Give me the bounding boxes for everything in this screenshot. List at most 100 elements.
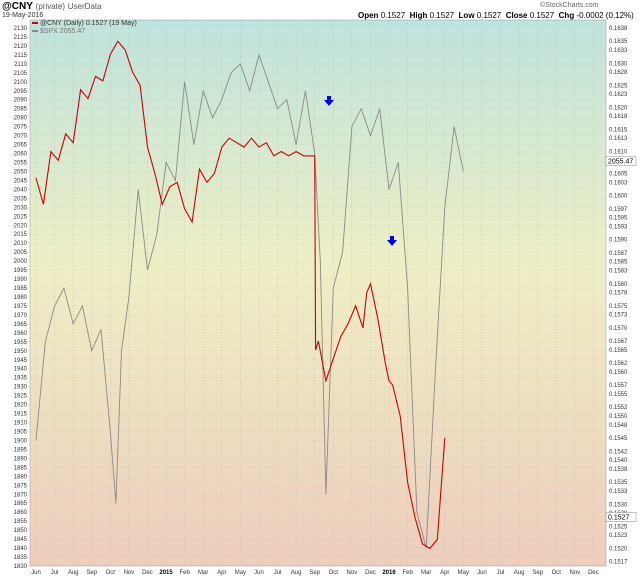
right-tick-label: 0.1567 (609, 339, 628, 345)
last-value-labels: 2055.47 0.1527 (605, 156, 637, 522)
right-tick-label: 0.1613 (609, 136, 628, 142)
right-tick-label: 0.1533 (609, 489, 628, 495)
right-tick-label: 0.1628 (609, 70, 628, 76)
high-label: High (409, 11, 428, 20)
right-tick-label: 0.1593 (609, 224, 628, 230)
left-tick-label: 1900 (14, 438, 28, 444)
left-tick-label: 2090 (14, 98, 28, 104)
right-tick-label: 0.1580 (609, 282, 628, 288)
cny-last-value-text: 0.1527 (608, 514, 630, 521)
right-tick-label: 0.1570 (609, 326, 628, 332)
x-tick-label: Mar (421, 570, 431, 576)
left-tick-label: 2095 (14, 89, 28, 95)
left-tick-label: 1880 (14, 474, 28, 480)
x-tick-label: Dec (588, 570, 599, 576)
left-tick-label: 2030 (14, 205, 28, 211)
x-tick-label: Dec (142, 570, 153, 576)
right-tick-label: 0.1578 (609, 291, 628, 297)
right-tick-label: 0.1525 (609, 524, 628, 530)
right-tick-label: 0.1552 (609, 405, 628, 411)
left-tick-label: 1890 (14, 456, 28, 462)
left-tick-label: 1840 (14, 546, 28, 552)
left-tick-label: 2080 (14, 116, 28, 122)
right-tick-label: 0.1565 (609, 348, 628, 354)
left-tick-label: 1995 (14, 268, 28, 274)
open-label: Open (358, 11, 379, 20)
left-tick-label: 2070 (14, 134, 28, 140)
cny-last-value: 0.1527 (605, 512, 637, 522)
left-tick-label: 1895 (14, 447, 28, 453)
x-axis: Jun Jul Aug Sep Oct Nov Dec 2015 Feb Mar Apr May Jun… (31, 570, 599, 576)
x-tick-label: 2016 (382, 570, 396, 576)
x-tick-label: Jul (51, 570, 59, 576)
chg-label: Chg (558, 11, 575, 20)
left-tick-label: 2055 (14, 161, 28, 167)
chart-title: @CNY (private) UserData (2, 1, 102, 12)
right-tick-label: 0.1633 (609, 48, 628, 54)
chg-value: -0.0002 (0.12%) (576, 11, 634, 20)
right-tick-label: 0.1595 (609, 216, 628, 222)
legend-cny: @CNY (Daily) 0.1527 (19 May) (32, 20, 137, 28)
left-tick-label: 1830 (14, 564, 28, 570)
close-value: 0.1527 (529, 11, 555, 20)
left-tick-label: 1915 (14, 412, 28, 418)
left-tick-label: 1860 (14, 510, 28, 516)
left-tick-label: 1955 (14, 340, 28, 346)
left-tick-label: 1905 (14, 430, 28, 436)
left-tick-label: 2120 (14, 44, 28, 50)
left-tick-label: 1870 (14, 492, 28, 498)
x-tick-label: Jun (477, 570, 487, 576)
right-tick-label: 0.1630 (609, 61, 628, 67)
right-tick-label: 0.1562 (609, 361, 628, 367)
spx-last-value: 2055.47 (605, 156, 637, 166)
left-tick-label: 1845 (14, 537, 28, 543)
left-tick-label: 2085 (14, 107, 28, 113)
right-tick-label: 0.1638 (609, 26, 628, 32)
left-tick-label: 1975 (14, 304, 28, 310)
left-tick-label: 1885 (14, 465, 28, 471)
right-tick-label: 0.1610 (609, 149, 628, 155)
right-tick-label: 0.1625 (609, 83, 628, 89)
low-value: 0.1527 (476, 11, 502, 20)
right-tick-label: 0.1548 (609, 423, 628, 429)
left-tick-label: 2005 (14, 250, 28, 256)
left-tick-label: 1960 (14, 331, 28, 337)
watermark: ©StockCharts.com (540, 2, 599, 9)
right-tick-label: 0.1545 (609, 436, 628, 442)
x-tick-label: May (235, 570, 246, 576)
x-tick-label: Aug (291, 570, 302, 576)
left-tick-label: 1970 (14, 313, 28, 319)
legend-spx: $SPX 2055.47 (32, 28, 137, 36)
left-tick-label: 1980 (14, 295, 28, 301)
x-tick-label: May (458, 570, 469, 576)
spx-last-value-box (605, 156, 637, 166)
right-tick-label: 0.1517 (609, 560, 628, 566)
x-tick-label: Oct (552, 570, 562, 576)
left-tick-label: 2110 (14, 62, 28, 68)
left-tick-label: 1910 (14, 421, 28, 427)
x-tick-label: Oct (329, 570, 339, 576)
right-tick-label: 0.1583 (609, 269, 628, 275)
left-tick-label: 2060 (14, 152, 28, 158)
right-tick-label: 0.1600 (609, 194, 628, 200)
left-tick-label: 1855 (14, 519, 28, 525)
spx-line (35, 53, 464, 549)
left-tick-label: 1925 (14, 394, 28, 400)
right-tick-label: 0.1623 (609, 92, 628, 98)
right-tick-label: 0.1557 (609, 383, 628, 389)
right-tick-label: 0.1597 (609, 207, 628, 213)
left-tick-label: 1850 (14, 528, 28, 534)
x-tick-label: Sep (532, 570, 543, 576)
spx-last-value-text: 2055.47 (608, 159, 633, 166)
plot-area (29, 19, 607, 567)
cny-last-value-box (605, 512, 637, 522)
right-tick-label: 0.1560 (609, 370, 628, 376)
left-tick-label: 2105 (14, 71, 28, 77)
x-tick-label: Jul (274, 570, 282, 576)
right-tick-label: 0.1535 (609, 480, 628, 486)
right-tick-label: 0.1620 (609, 105, 628, 111)
x-tick-label: Apr (440, 570, 449, 576)
left-tick-label: 1950 (14, 349, 28, 355)
right-tick-label: 0.1530 (609, 502, 628, 508)
